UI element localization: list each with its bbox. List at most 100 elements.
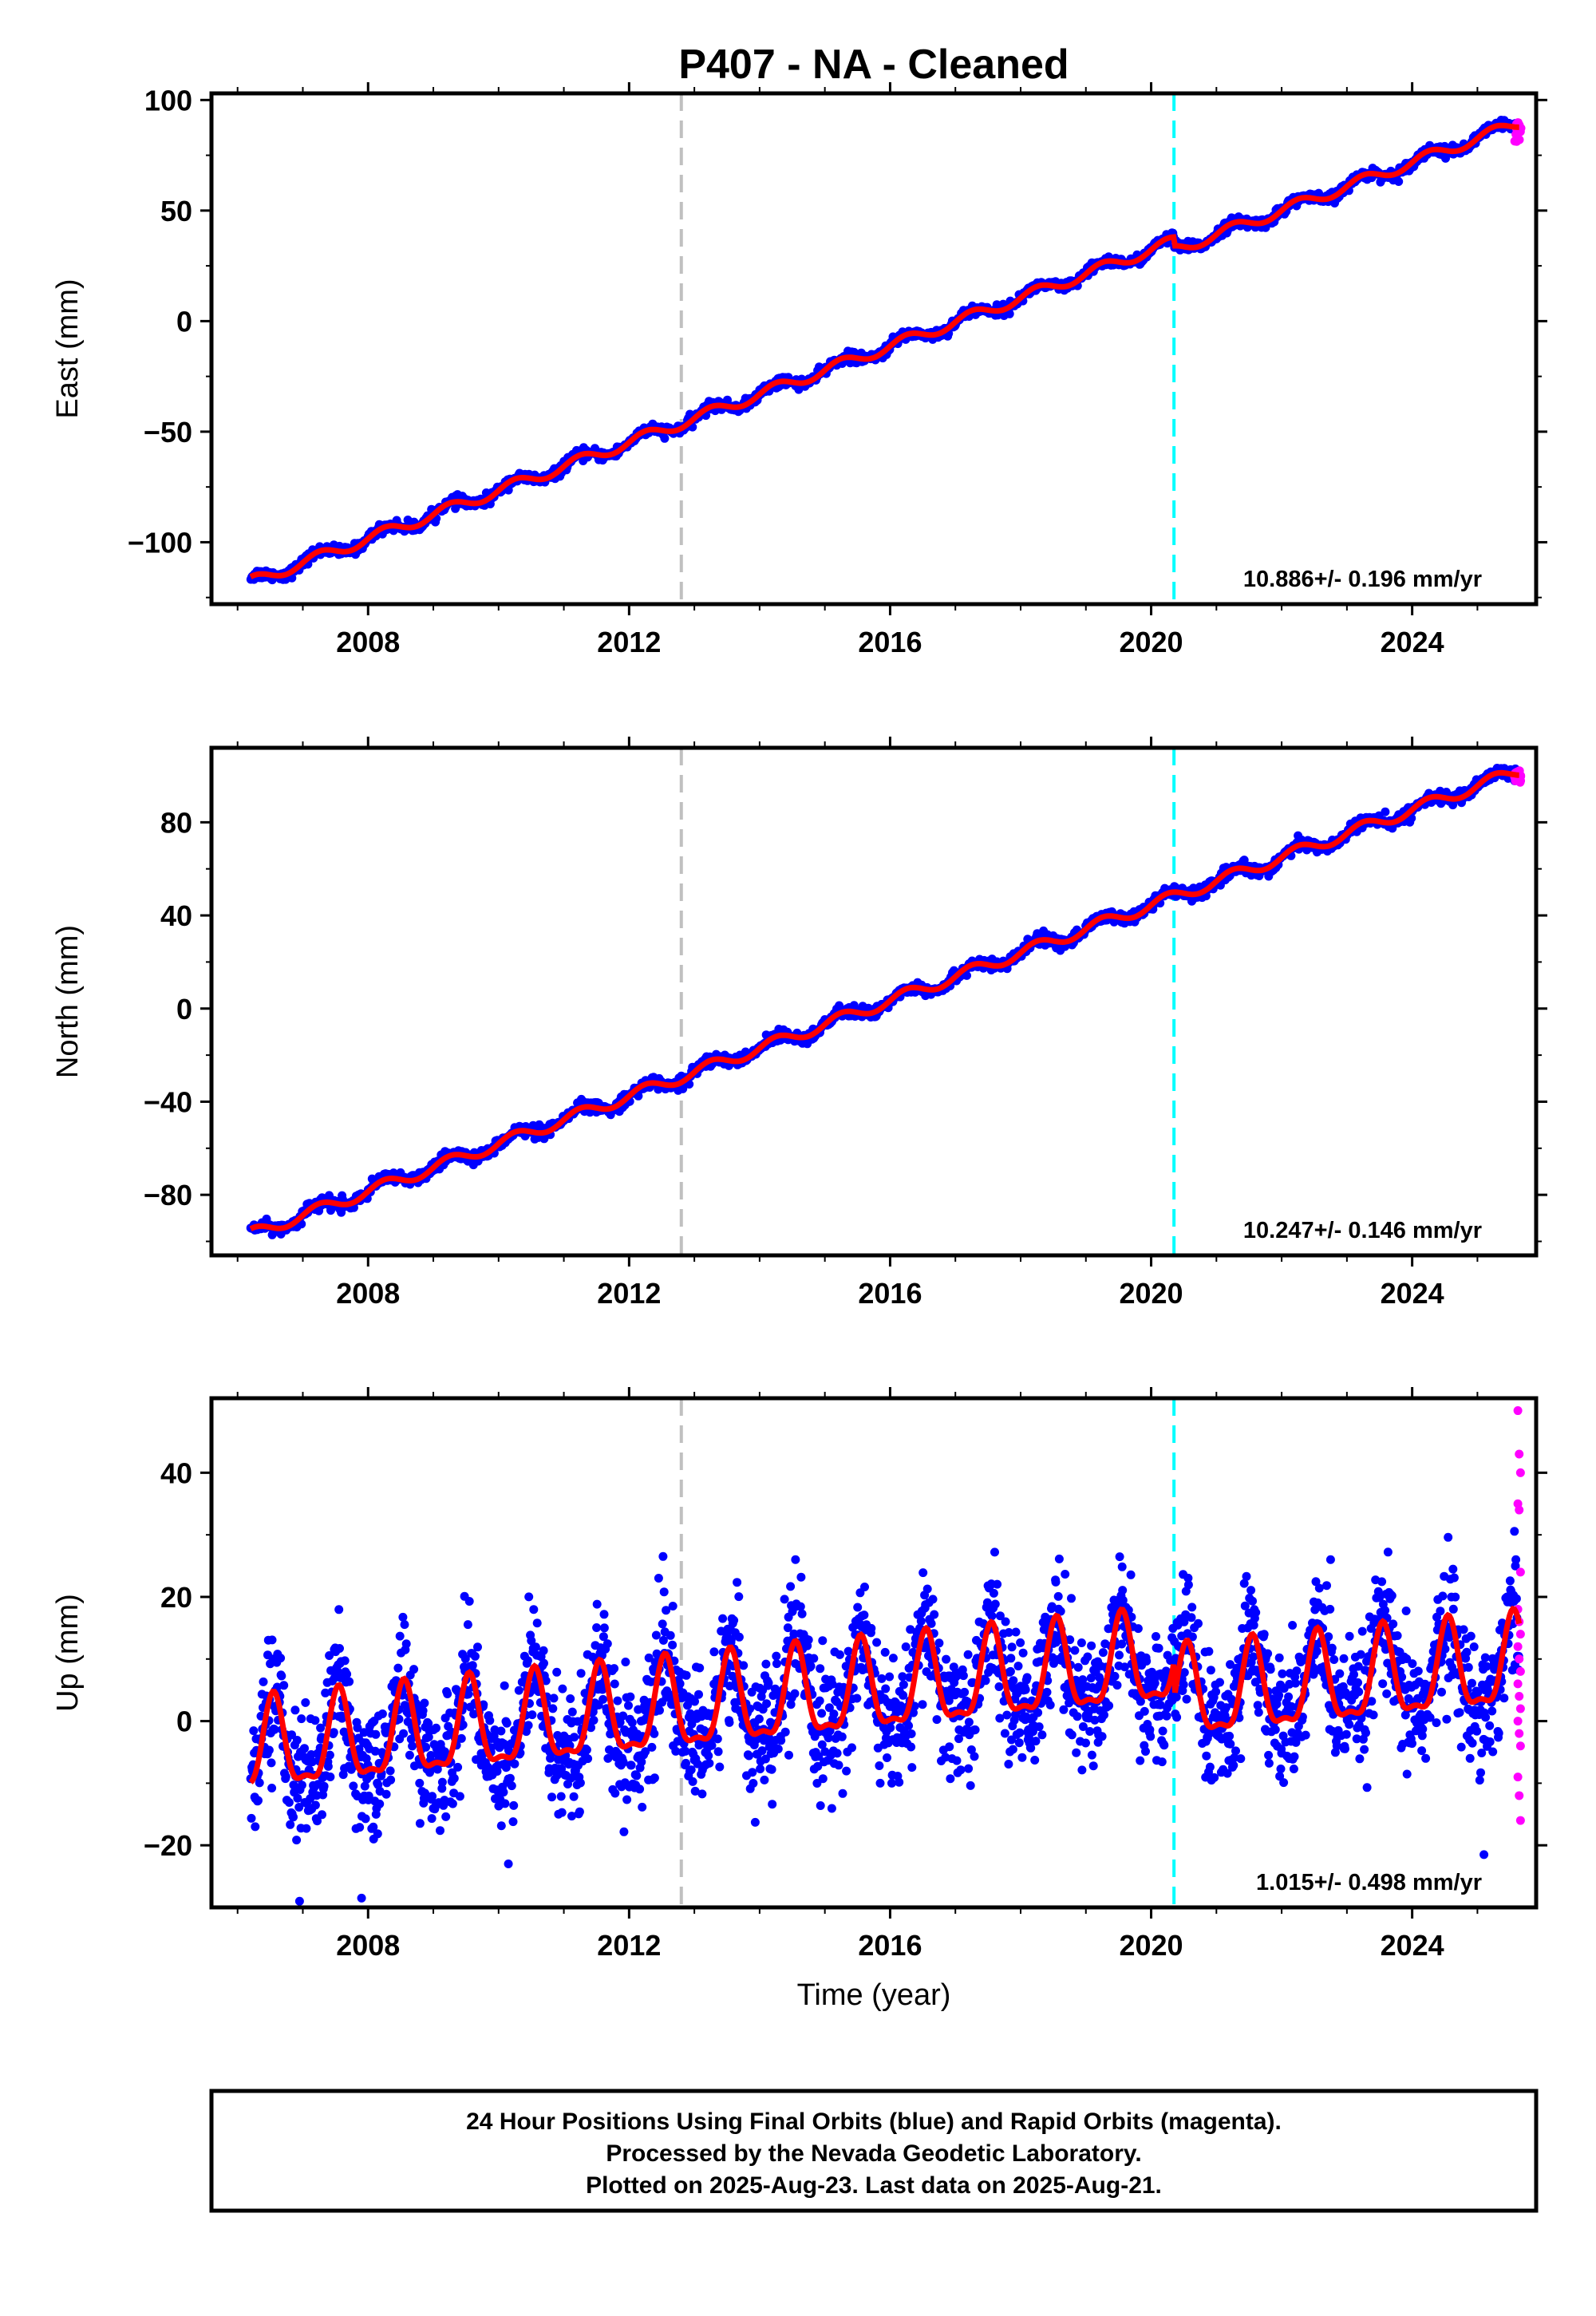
data-point [942,1654,951,1664]
data-point [655,1705,664,1715]
data-point [1002,1710,1012,1720]
data-point [875,1778,885,1788]
data-point [456,1733,466,1743]
data-point [599,1610,609,1619]
data-point [441,1812,451,1821]
data-point [970,1725,980,1734]
data-point [867,1623,876,1633]
data-point [952,1756,962,1765]
rapid-point [1510,136,1519,146]
data-point [796,1572,806,1582]
data-point [395,1631,405,1641]
data-point [270,1725,279,1734]
data-point [1001,1617,1010,1626]
data-point [881,1684,891,1694]
data-point [361,1814,370,1824]
data-point [1381,807,1390,816]
data-point [599,1623,609,1633]
data-point [349,1781,358,1791]
data-point [286,1820,295,1829]
data-point [276,1654,286,1663]
data-point [626,1692,635,1701]
data-point [598,1694,608,1704]
data-point [768,1800,777,1809]
data-point [602,1639,612,1649]
data-point [359,1728,369,1737]
data-point [426,1751,436,1760]
data-point [437,1784,447,1793]
data-point [436,1826,444,1836]
data-point [575,1807,584,1816]
data-point [338,1713,347,1723]
data-point [695,1663,705,1673]
data-point [371,1729,381,1739]
data-point [666,1630,675,1640]
data-point [370,1746,380,1756]
data-point [249,1726,259,1736]
data-point [632,1771,642,1780]
data-point [883,1753,891,1762]
data-point [932,1715,942,1725]
data-point [817,1709,827,1718]
data-point [499,1788,508,1797]
data-point [464,1690,473,1699]
data-point [796,1602,805,1611]
data-point [907,1729,916,1738]
data-point [733,1578,742,1587]
data-point [360,1781,369,1791]
data-point [818,1774,828,1784]
data-point [797,1609,807,1618]
data-point [668,1602,678,1611]
data-point [916,1616,926,1626]
data-point [815,1696,824,1705]
data-point [294,1803,304,1812]
data-point [658,1619,667,1629]
data-point [508,1817,518,1827]
final-orbit-series [246,764,1523,1239]
data-point [624,1701,633,1710]
data-point [292,1736,302,1745]
data-point [592,1623,602,1632]
data-point [1009,1676,1018,1686]
data-point [464,1597,474,1606]
data-point [875,1761,884,1770]
data-point [668,1640,678,1650]
data-point [437,1777,447,1787]
data-point [635,1784,645,1794]
data-point [400,1620,409,1630]
y-tick-label: −40 [144,1085,192,1118]
data-point [318,1810,326,1820]
data-point [725,1717,734,1727]
data-point [532,1618,542,1628]
data-point [326,1773,335,1781]
data-point [1015,1728,1025,1737]
data-point [835,1650,844,1659]
data-point [421,1788,429,1798]
data-point [557,1808,567,1817]
rate-label: 10.886+/- 0.196 mm/yr [1243,567,1482,592]
data-point [500,1681,509,1690]
data-point [697,1789,707,1799]
data-point [860,1583,869,1591]
data-point [928,1595,938,1604]
data-point [418,1706,428,1715]
data-point [899,1690,908,1700]
data-point [761,1659,771,1669]
data-point [1016,1638,1025,1647]
x-tick-label: 2024 [1381,626,1444,658]
data-point [780,1727,790,1737]
data-point [729,1615,739,1625]
data-point [297,1714,306,1724]
data-point [381,1789,391,1799]
data-point [405,1750,414,1760]
data-point [377,1709,387,1718]
data-point [1005,309,1014,318]
y-tick-label: 50 [160,195,192,227]
data-point [816,1801,825,1810]
data-point [420,1698,429,1708]
data-point [715,1762,725,1772]
data-point [386,1775,396,1784]
data-point [660,433,670,443]
data-point [468,1661,477,1670]
